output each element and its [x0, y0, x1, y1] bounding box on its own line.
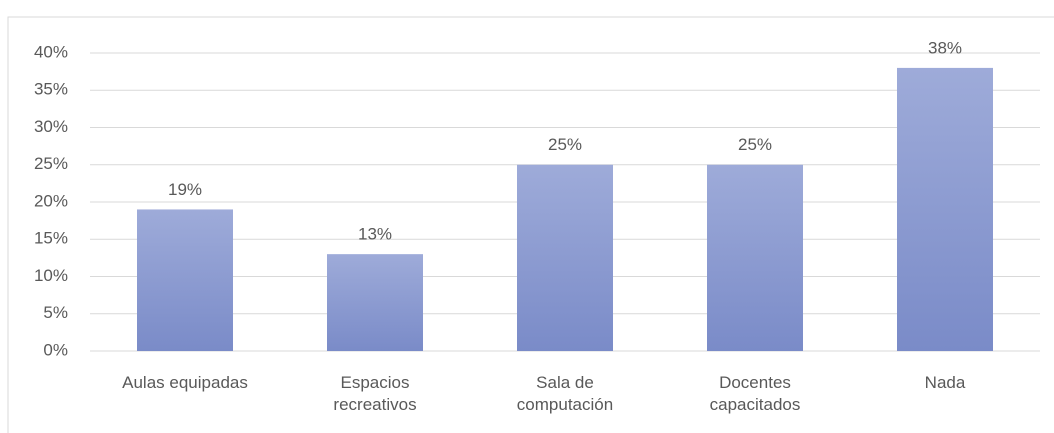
y-tick-label: 40%	[34, 42, 68, 61]
bar	[327, 254, 423, 351]
y-tick-label: 10%	[34, 266, 68, 285]
x-tick-label: Aulas equipadas	[122, 373, 248, 392]
bar	[707, 164, 803, 351]
data-label: 13%	[358, 225, 392, 244]
y-tick-label: 35%	[34, 80, 68, 99]
y-tick-label: 0%	[43, 340, 68, 359]
data-label: 25%	[738, 135, 772, 154]
bar	[517, 164, 613, 351]
data-label: 19%	[168, 180, 202, 199]
x-tick-label: Sala de computación	[516, 373, 614, 414]
x-tick-label: Espacios recreativos	[333, 373, 417, 414]
chart-border	[7, 16, 1054, 433]
y-tick-label: 30%	[34, 117, 68, 136]
y-tick-label: 25%	[34, 154, 68, 173]
data-label: 25%	[548, 135, 582, 154]
bar	[137, 209, 233, 351]
x-tick-label: Nada	[924, 373, 966, 392]
bar	[897, 67, 993, 352]
data-label: 38%	[928, 38, 962, 57]
x-tick-label: Docentes capacitados	[709, 373, 801, 414]
y-tick-label: 20%	[34, 191, 68, 210]
y-tick-label: 5%	[43, 303, 68, 322]
y-tick-label: 15%	[34, 229, 68, 248]
